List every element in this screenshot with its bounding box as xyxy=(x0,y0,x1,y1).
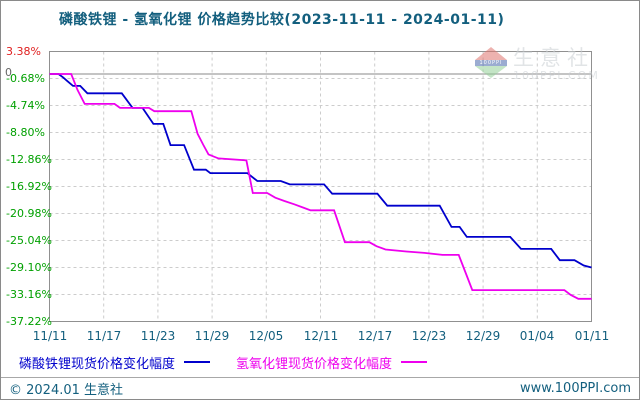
series-line-0 xyxy=(49,73,592,269)
y-tick-label: -33.16% xyxy=(6,288,52,301)
series-line-1 xyxy=(49,73,592,300)
page-title: 磷酸铁锂 - 氢氧化锂 价格趋势比较(2023-11-11 - 2024-01-… xyxy=(59,12,505,28)
watermark-name: 生意社 xyxy=(513,46,594,70)
legend-item-lioh: 氢氧化锂现货价格变化幅度 xyxy=(236,353,428,372)
legend: 磷酸铁锂现货价格变化幅度 氢氧化锂现货价格变化幅度 xyxy=(19,352,453,372)
watermark-text: 生意社 100PPI.COM xyxy=(513,47,600,82)
x-tick-label: 12/23 xyxy=(411,329,447,343)
y-tick-label: -8.80% xyxy=(6,126,45,139)
y-tick-label: -4.74% xyxy=(6,99,45,112)
logo-down-triangle-icon xyxy=(475,66,507,78)
x-tick-label: 12/29 xyxy=(465,329,501,343)
y-tick-label: -0.68% xyxy=(6,72,45,85)
logo-band: 100PPI xyxy=(475,60,507,66)
y-tick-label: -37.22% xyxy=(6,315,52,328)
x-tick-label: 12/05 xyxy=(248,329,284,343)
y-tick-label: -12.86% xyxy=(6,153,52,166)
y-tick-label: -29.10% xyxy=(6,261,52,274)
x-tick-label: 12/17 xyxy=(357,329,393,343)
plot-border xyxy=(49,51,592,322)
x-tick-label: 11/17 xyxy=(86,329,122,343)
y-tick-label: -16.92% xyxy=(6,180,52,193)
legend-line-swatch-lioh xyxy=(401,361,428,363)
watermark: 100PPI 生意社 100PPI.COM xyxy=(475,47,600,82)
legend-label-lfp: 磷酸铁锂现货价格变化幅度 xyxy=(19,356,176,372)
y-tick-label: 3.38% xyxy=(6,45,41,58)
footer-copyright: © 2024.01 生意社 xyxy=(9,383,124,398)
watermark-logo: 100PPI xyxy=(475,47,507,78)
x-tick-label: 01/04 xyxy=(519,329,555,343)
y-tick-label: -25.04% xyxy=(6,234,52,247)
y-tick-label: -20.98% xyxy=(6,207,52,220)
y-zero-label: 0 xyxy=(5,66,12,79)
footer-site-url: www.100PPI.com xyxy=(519,381,631,396)
legend-label-lioh: 氢氧化锂现货价格变化幅度 xyxy=(236,356,393,372)
legend-line-swatch-lfp xyxy=(184,361,211,363)
x-tick-label: 12/11 xyxy=(303,329,339,343)
watermark-site: 100PPI.COM xyxy=(513,69,600,82)
x-tick-label: 11/29 xyxy=(194,329,230,343)
footer: © 2024.01 生意社 www.100PPI.com xyxy=(1,377,639,399)
x-tick-label: 01/11 xyxy=(574,329,610,343)
legend-item-lfp: 磷酸铁锂现货价格变化幅度 xyxy=(19,353,211,372)
x-tick-label: 11/23 xyxy=(140,329,176,343)
logo-up-triangle-icon xyxy=(475,47,507,60)
x-tick-label: 11/11 xyxy=(32,329,68,343)
